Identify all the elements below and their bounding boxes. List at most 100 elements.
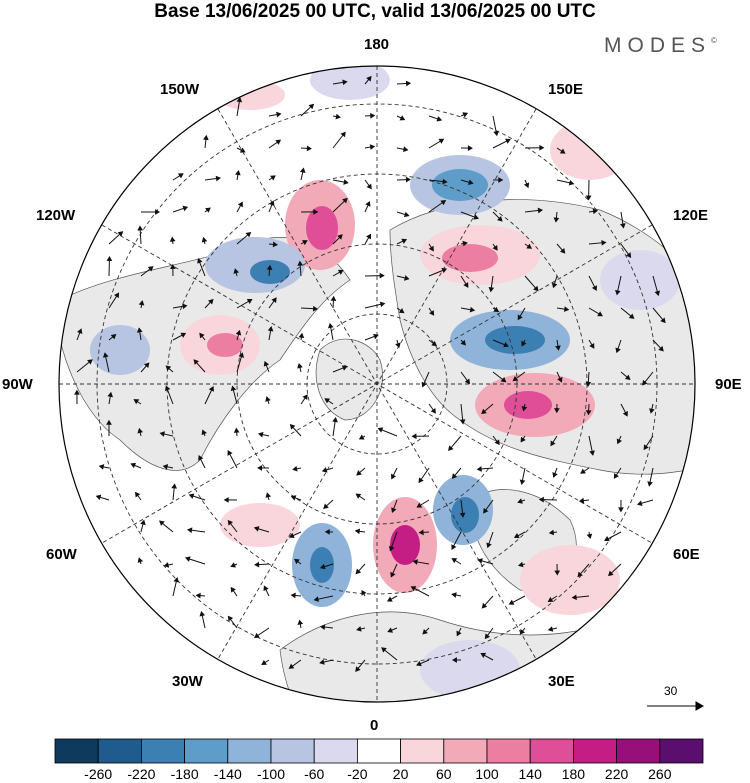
wind-vector-head (197, 257, 203, 264)
wind-vector-head (340, 131, 346, 138)
wind-vector-head (508, 599, 515, 605)
wind-vector-head (405, 176, 411, 183)
colorbar-swatch (573, 738, 618, 764)
wind-vector-head (230, 586, 236, 593)
wind-vector-head (521, 406, 528, 412)
wind-vector-head (113, 292, 120, 299)
wind-vector-head (370, 112, 376, 119)
wind-vector-head (577, 571, 583, 578)
wind-vector-head (418, 477, 424, 484)
colorbar-swatch (227, 738, 272, 764)
wind-vector-head (182, 205, 189, 212)
wind-vector-head (235, 329, 242, 336)
wind-vector-head (411, 433, 417, 440)
wind-vector-head (290, 592, 296, 599)
wind-vector-head (381, 647, 387, 653)
wind-vector-head (497, 216, 503, 222)
wind-vector-head (438, 138, 445, 144)
colorbar-label: 180 (561, 766, 586, 782)
colorbar-label: 260 (648, 766, 672, 782)
wind-vector-head (503, 341, 509, 348)
wind-vector-head (102, 352, 109, 358)
wind-vector-head (356, 626, 362, 632)
wind-vector-head (288, 663, 295, 669)
lon-label-120w: 120W (36, 207, 76, 224)
wind-vector-head (620, 223, 626, 229)
wind-vectors (74, 75, 666, 672)
wind-vector-head (625, 252, 632, 259)
wind-vector-head (585, 381, 592, 387)
wind-vector-head (265, 396, 271, 402)
wind-vector-head (387, 627, 393, 633)
colorbar-label: -220 (127, 766, 156, 782)
wind-vector-head (660, 317, 666, 324)
wind-vector-head (477, 558, 483, 564)
wind-vector-head (484, 633, 491, 640)
wind-vector-head (416, 660, 422, 667)
wind-vector-head (379, 301, 386, 308)
wind-vector-head (177, 173, 184, 179)
colorbar-label: 100 (475, 766, 499, 782)
wind-vector-head (586, 533, 593, 540)
wind-vector-head (498, 177, 504, 183)
wind-vector-head (140, 519, 146, 526)
wind-vector-head (464, 378, 471, 385)
wind-vector-head (275, 139, 282, 145)
wind-vector-head (459, 419, 466, 425)
wind-vector-head (319, 563, 326, 570)
wind-vector-head (483, 507, 489, 514)
wind-vector-head (554, 570, 561, 576)
wind-vector-head (335, 113, 341, 120)
wind-vector-head (130, 462, 137, 469)
wind-vector-head (624, 374, 631, 380)
wind-vector-head (356, 470, 362, 476)
wind-vector-head (460, 339, 466, 346)
wind-vector-head (373, 333, 379, 340)
wind-vector-head (312, 305, 319, 312)
wind-vector-head (137, 427, 144, 434)
wind-vector-head (98, 464, 105, 470)
wind-vector-head (390, 571, 396, 578)
wind-vector-head (233, 268, 240, 274)
wind-vector-head (554, 408, 560, 414)
wind-vector-head (468, 179, 474, 186)
wind-vector-head (297, 363, 303, 369)
wind-vector-head (171, 483, 178, 489)
wind-vector-head (539, 144, 545, 151)
wind-vector-head (462, 240, 468, 247)
colorbar-swatch (616, 738, 661, 764)
wind-vector-head (208, 298, 214, 305)
wind-vector-head (341, 365, 348, 371)
wind-vector-head (505, 138, 511, 144)
wind-vector-head (147, 266, 154, 272)
colorbar-swatch (356, 738, 401, 764)
wind-vector-head (401, 238, 408, 244)
wind-vector-head (636, 500, 643, 506)
wind-vector-head (106, 255, 113, 262)
wind-vector-head (136, 327, 143, 333)
wind-vector-head (308, 103, 315, 110)
wind-vector-head (654, 290, 661, 297)
colorbar-label: -20 (347, 766, 368, 782)
wind-vector-head (488, 286, 495, 293)
wind-vector-head (493, 130, 499, 137)
wind-vector-head (473, 214, 480, 220)
wind-vector-head (355, 493, 362, 499)
wind-vector-head (418, 529, 424, 536)
wind-vector-head (563, 306, 570, 312)
wind-vector-head (416, 502, 423, 508)
colorbar-swatch (486, 738, 531, 764)
wind-vector-head (215, 175, 222, 182)
map-border (58, 65, 696, 703)
wind-vector-head (402, 146, 409, 153)
wind-vector-head (448, 445, 454, 452)
wind-vector-head (330, 295, 337, 302)
wind-vector-head (481, 602, 488, 609)
wind-vector-head (459, 512, 466, 518)
wind-vector-head (143, 362, 150, 369)
wind-vector-head (492, 245, 498, 251)
graticule (59, 66, 695, 702)
wind-vector-head (137, 557, 144, 563)
wind-vector-head (138, 300, 145, 306)
